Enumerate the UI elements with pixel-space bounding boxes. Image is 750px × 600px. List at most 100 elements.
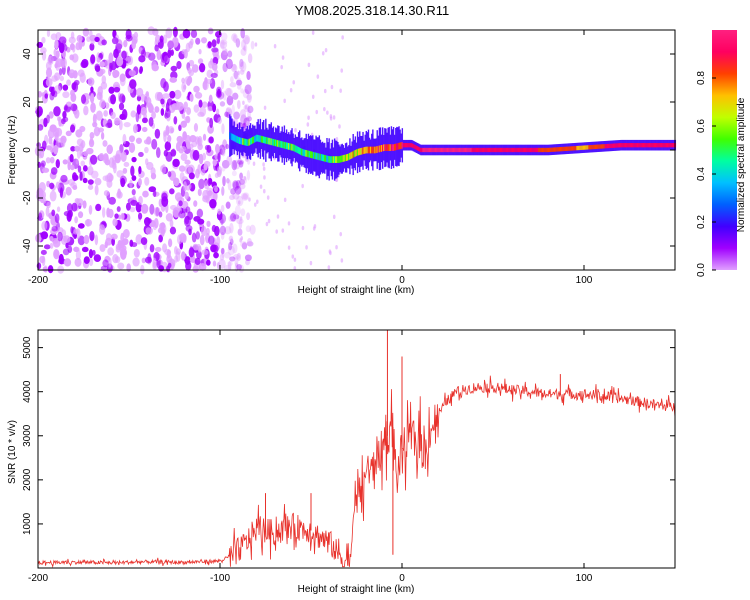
spectrogram-noise-blob xyxy=(137,212,143,220)
spectrogram-noise-speck xyxy=(327,265,331,270)
spectrogram-noise-blob xyxy=(181,81,187,93)
spectrogram-ridge-core xyxy=(568,146,571,151)
snr-x-tick-label: -100 xyxy=(210,573,230,584)
spectrogram-ridge-core xyxy=(430,147,432,153)
colorbar-tick-label: 0.8 xyxy=(696,71,707,85)
spectrogram-noise-blob xyxy=(105,174,109,183)
spectrogram-noise-blob xyxy=(245,259,250,266)
spectrogram-noise-blob xyxy=(200,225,207,237)
spectrogram-noise-blob xyxy=(99,224,106,235)
spectrogram-noise-blob xyxy=(234,205,241,217)
spectrogram-noise-blob xyxy=(110,94,117,105)
spectrogram-ridge-core xyxy=(617,143,620,148)
spectrogram-ridge-core xyxy=(452,147,455,153)
spectrogram-ridge-core xyxy=(448,147,450,153)
spectrogram-ridge-core xyxy=(415,145,418,150)
spectrogram-noise-blob xyxy=(198,153,204,165)
spectrogram-noise-blob xyxy=(121,50,127,60)
spectrogram-ridge-core xyxy=(237,136,240,144)
spectrogram-noise-speck xyxy=(293,266,297,271)
spectrogram-noise-blob xyxy=(111,37,119,45)
spectrogram-noise-blob xyxy=(227,245,235,256)
spectrogram-noise-speck xyxy=(283,197,287,203)
spectrogram-ridge-core xyxy=(454,147,456,153)
spectrogram-noise-blob xyxy=(65,186,72,196)
spectrogram-noise-blob xyxy=(178,200,183,207)
spectrogram-noise-speck xyxy=(241,180,244,185)
spectrogram-y-label: Frequency (Hz) xyxy=(7,116,18,185)
spectrogram-noise-blob xyxy=(158,211,163,218)
spectrogram-noise-blob xyxy=(165,213,173,222)
spectrogram-noise-blob xyxy=(229,256,236,262)
spectrogram-noise-blob xyxy=(93,254,102,262)
spectrogram-noise-blob xyxy=(176,196,185,204)
spectrogram-ridge-core xyxy=(423,147,425,153)
spectrogram-ridge-core xyxy=(253,136,255,144)
spectrogram-ridge-core xyxy=(324,154,326,162)
spectrogram-ridge-core xyxy=(590,145,592,150)
spectrogram-noise-blob xyxy=(125,202,131,211)
spectrogram-ridge-core xyxy=(362,147,364,155)
spectrogram-ridge-core xyxy=(545,147,548,153)
spectrogram-ridge-core xyxy=(508,147,511,153)
spectrogram-ridge-core xyxy=(321,154,324,162)
spectrogram-noise-blob xyxy=(76,198,84,206)
spectrogram-noise-blob xyxy=(83,234,90,245)
snr-x-tick-label: -200 xyxy=(28,573,48,584)
spectrogram-noise-speck xyxy=(301,225,305,231)
spectrogram-ridge-core xyxy=(288,142,290,150)
spectrogram-noise-blob xyxy=(77,69,85,77)
spectrogram-noise-blob xyxy=(247,53,253,64)
spectrogram-noise-blob xyxy=(108,196,116,205)
spectrogram-noise-blob xyxy=(147,253,152,263)
spectrogram-noise-blob xyxy=(67,210,73,218)
spectrogram-noise-blob xyxy=(123,121,131,128)
spectrogram-ridge-core xyxy=(380,145,383,152)
spectrogram-noise-blob xyxy=(47,128,55,139)
spectrogram-ridge-core xyxy=(436,147,438,153)
spectrogram-noise-blob xyxy=(206,144,212,153)
spectrogram-noise-blob xyxy=(143,217,151,226)
spectrogram-noise-blob xyxy=(136,87,144,97)
spectrogram-noise-blob xyxy=(238,63,245,70)
spectrogram-ridge-core xyxy=(427,147,430,153)
spectrogram-ridge-core xyxy=(296,146,299,154)
spectrogram-noise-blob xyxy=(239,69,245,75)
spectrogram-ridge-core xyxy=(602,144,604,149)
spectrogram-noise-blob xyxy=(206,259,211,266)
spectrogram-noise-blob xyxy=(225,107,230,119)
spectrogram-noise-blob xyxy=(92,121,98,128)
spectrogram-noise-blob xyxy=(167,262,172,269)
spectrogram-ridge-core xyxy=(395,143,397,151)
spectrogram-noise-speck xyxy=(307,115,310,120)
spectrogram-noise-blob xyxy=(180,251,186,261)
spectrogram-noise-blob xyxy=(158,234,163,243)
spectrogram-ridge-core xyxy=(267,137,269,145)
spectrogram-noise-blob xyxy=(87,77,95,87)
spectrogram-noise-blob xyxy=(183,48,188,59)
spectrogram-noise-blob xyxy=(133,248,140,258)
spectrogram-noise-blob xyxy=(191,64,199,73)
spectrogram-ridge-core xyxy=(499,147,502,153)
spectrogram-noise-blob xyxy=(96,91,102,101)
spectrogram-noise-blob xyxy=(117,214,122,220)
spectrogram-noise-speck xyxy=(254,42,258,47)
spectrogram-noise-blob xyxy=(128,69,136,77)
spectrogram-ridge-core xyxy=(313,152,315,159)
spectrogram-noise-blob xyxy=(189,135,197,143)
spectrogram-ridge-core xyxy=(496,147,499,153)
spectrogram-ridge-core xyxy=(437,147,440,153)
spectrogram-noise-blob xyxy=(176,101,184,111)
spectrogram-noise-speck xyxy=(243,176,247,181)
spectrogram-noise-speck xyxy=(239,238,242,243)
spectrogram-ridge-core xyxy=(280,140,282,148)
spectrogram-noise-blob xyxy=(131,175,137,182)
spectrogram-noise-blob xyxy=(232,63,237,71)
spectrogram-ridge-core xyxy=(272,138,275,146)
spectrogram-noise-blob xyxy=(77,211,84,219)
spectrogram-ridge-core xyxy=(291,143,293,151)
spectrogram-ridge-core xyxy=(624,143,626,148)
spectrogram-ridge-core xyxy=(647,143,649,148)
spectrogram-ridge-core xyxy=(459,147,461,153)
spectrogram-noise-blob xyxy=(206,187,214,196)
